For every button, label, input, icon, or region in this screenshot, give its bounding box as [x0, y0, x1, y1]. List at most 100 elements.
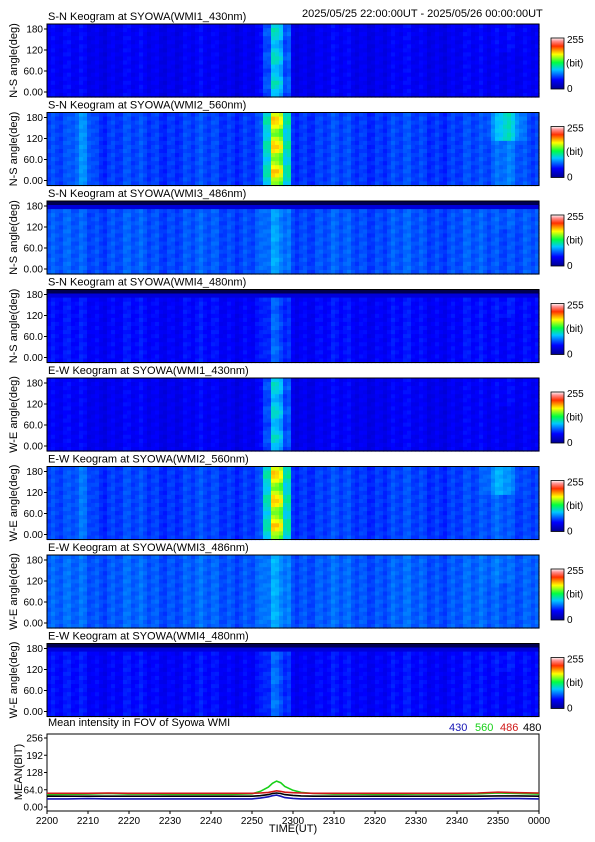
- colorbar-max: 255: [567, 655, 584, 666]
- mean-x-tick-label: 2250: [241, 816, 264, 827]
- colorbar-max: 255: [567, 389, 584, 400]
- panel-title: S-N Keogram at SYOWA(WMI1_430nm): [48, 11, 246, 23]
- colorbar-min: 0: [567, 261, 573, 272]
- series-line-480: [47, 792, 540, 798]
- legend-430: 430: [449, 722, 467, 734]
- y-tick-label: 180: [26, 644, 43, 655]
- colorbar: [550, 303, 565, 355]
- y-tick-label: 120: [26, 46, 43, 57]
- colorbar-max: 255: [567, 478, 584, 489]
- y-axis-label: W-E angle(deg): [8, 376, 20, 453]
- y-tick-label: 180: [26, 467, 43, 478]
- y-tick-label: 60.0: [24, 155, 44, 166]
- keogram-panel: S-N Keogram at SYOWA(WMI1_430nm) 180 120 60…: [8, 11, 584, 99]
- y-tick-label: 0.00: [24, 88, 44, 99]
- y-tick-label: 180: [26, 379, 43, 390]
- mean-y-tick-label: 64.0: [24, 785, 44, 796]
- y-tick-label: 120: [26, 400, 43, 411]
- colorbar-unit: (bit): [566, 236, 583, 247]
- mean-x-tick-label: 2350: [487, 816, 510, 827]
- colorbar-unit: (bit): [566, 324, 583, 335]
- keogram-panel: E-W Keogram at SYOWA(WMI4_480nm) 180 120 60…: [8, 631, 584, 719]
- y-axis-label: N-S angle(deg): [8, 112, 20, 187]
- colorbar-max: 255: [567, 35, 584, 46]
- mean-x-tick-label: 2220: [118, 816, 141, 827]
- colorbar-min: 0: [567, 527, 573, 538]
- y-tick-label: 60.0: [24, 332, 44, 343]
- y-tick-label: 60.0: [24, 421, 44, 432]
- keogram-panel: E-W Keogram at SYOWA(WMI1_430nm) 180 120 60…: [8, 365, 584, 453]
- keogram-panel: S-N Keogram at SYOWA(WMI2_560nm) 180 120 60…: [8, 100, 584, 188]
- colorbar: [550, 37, 565, 90]
- keogram-image: [47, 201, 540, 275]
- mean-x-tick-label: 2240: [200, 816, 223, 827]
- y-tick-label: 180: [26, 25, 43, 36]
- colorbar-unit: (bit): [566, 413, 583, 424]
- y-axis-label: W-E angle(deg): [8, 465, 20, 542]
- y-tick-label: 180: [26, 113, 43, 124]
- colorbar: [550, 126, 565, 178]
- mean-y-tick-label: 192: [26, 751, 43, 762]
- colorbar-max: 255: [567, 124, 584, 135]
- panel-title: E-W Keogram at SYOWA(WMI1_430nm): [48, 365, 249, 377]
- keogram-panel: S-N Keogram at SYOWA(WMI3_486nm) 180 120 60…: [8, 188, 584, 276]
- mean-x-tick-label: 0000: [528, 816, 551, 827]
- mean-x-tick-label: 2330: [405, 816, 428, 827]
- y-tick-label: 0.00: [24, 530, 44, 541]
- y-axis-label: N-S angle(deg): [8, 200, 20, 275]
- y-tick-label: 120: [26, 223, 43, 234]
- mean-x-tick-label: 2320: [364, 816, 387, 827]
- colorbar: [550, 214, 565, 267]
- colorbar-unit: (bit): [566, 59, 583, 70]
- colorbar-unit: (bit): [566, 590, 583, 601]
- panel-title: E-W Keogram at SYOWA(WMI2_560nm): [48, 454, 249, 466]
- y-tick-label: 60.0: [24, 598, 44, 609]
- mean-plot-title: Mean intensity in FOV of Syowa WMI: [48, 717, 230, 729]
- colorbar-min: 0: [567, 704, 573, 715]
- keogram-panel: E-W Keogram at SYOWA(WMI2_560nm) 180 120 60…: [8, 454, 584, 542]
- colorbar-max: 255: [567, 301, 584, 312]
- colorbar-max: 255: [567, 566, 584, 577]
- panel-title: E-W Keogram at SYOWA(WMI4_480nm): [48, 631, 249, 643]
- y-tick-label: 120: [26, 134, 43, 145]
- colorbar: [550, 568, 565, 621]
- y-tick-label: 120: [26, 311, 43, 322]
- y-tick-label: 0.00: [24, 619, 44, 630]
- y-tick-label: 0.00: [24, 353, 44, 364]
- keogram-image: [47, 466, 540, 541]
- y-tick-label: 60.0: [24, 67, 44, 78]
- colorbar-max: 255: [567, 212, 584, 223]
- mean-y-tick-label: 256: [26, 734, 43, 745]
- y-tick-label: 180: [26, 202, 43, 213]
- mean-plot-ylabel: MEAN(BIT): [13, 744, 25, 800]
- mean-y-tick-label: 128: [26, 768, 43, 779]
- y-tick-label: 60.0: [24, 686, 44, 697]
- keogram-image: [47, 24, 540, 98]
- mean-x-tick-label: 2310: [323, 816, 346, 827]
- colorbar-unit: (bit): [566, 678, 583, 689]
- panel-title: S-N Keogram at SYOWA(WMI3_486nm): [48, 188, 246, 200]
- y-tick-label: 120: [26, 665, 43, 676]
- mean-x-tick-label: 2340: [446, 816, 469, 827]
- keogram-panel: S-N Keogram at SYOWA(WMI4_480nm) 180 120 60…: [8, 277, 584, 365]
- y-tick-label: 120: [26, 577, 43, 588]
- y-tick-label: 0.00: [24, 442, 44, 453]
- y-tick-label: 180: [26, 556, 43, 567]
- y-axis-label: N-S angle(deg): [8, 289, 20, 364]
- colorbar: [550, 480, 565, 532]
- colorbar-min: 0: [567, 173, 573, 184]
- keogram-panel: E-W Keogram at SYOWA(WMI3_486nm) 180 120 60…: [8, 542, 584, 630]
- panel-title: S-N Keogram at SYOWA(WMI4_480nm): [48, 277, 246, 289]
- y-axis-label: W-E angle(deg): [8, 642, 20, 719]
- keogram-image: [47, 112, 540, 187]
- panel-title: S-N Keogram at SYOWA(WMI2_560nm): [48, 100, 246, 112]
- y-tick-label: 0.00: [24, 707, 44, 718]
- keogram-image: [47, 555, 540, 629]
- mean-x-tick-label: 2230: [159, 816, 182, 827]
- series-line-486: [47, 789, 540, 795]
- legend-480: 480: [523, 722, 541, 734]
- colorbar: [550, 391, 565, 444]
- y-tick-label: 60.0: [24, 509, 44, 520]
- mean-intensity-plot: Mean intensity in FOV of Syowa WMI 430 5…: [13, 717, 551, 835]
